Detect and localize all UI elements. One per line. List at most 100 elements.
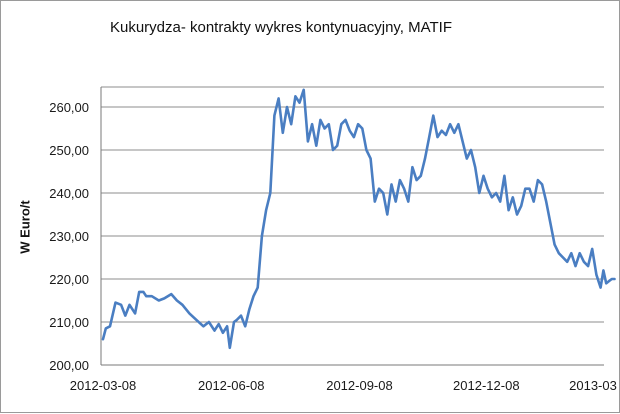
data-point xyxy=(562,256,564,258)
data-point xyxy=(524,188,526,190)
data-point xyxy=(294,95,296,97)
data-point xyxy=(495,192,497,194)
data-point xyxy=(105,327,107,329)
data-point xyxy=(282,132,284,134)
data-point xyxy=(512,196,514,198)
data-point xyxy=(369,157,371,159)
y-tick-label: 260,00 xyxy=(49,100,89,115)
data-point xyxy=(374,200,376,202)
data-point xyxy=(240,314,242,316)
data-point xyxy=(170,293,172,295)
data-point xyxy=(424,157,426,159)
data-point xyxy=(365,149,367,151)
data-point xyxy=(357,123,359,125)
data-point xyxy=(595,274,597,276)
data-point xyxy=(142,291,144,293)
data-point xyxy=(236,319,238,321)
data-point xyxy=(134,312,136,314)
data-point xyxy=(436,136,438,138)
data-point xyxy=(311,123,313,125)
data-point xyxy=(195,319,197,321)
data-point xyxy=(411,166,413,168)
data-point xyxy=(420,175,422,177)
data-point xyxy=(248,308,250,310)
data-point xyxy=(114,301,116,303)
x-tick-label: 2012-12-08 xyxy=(453,378,520,393)
data-point xyxy=(533,200,535,202)
x-tick-label: 2012-06-08 xyxy=(198,378,265,393)
data-point xyxy=(319,119,321,121)
data-point xyxy=(222,332,224,334)
series-line xyxy=(101,88,616,350)
data-point xyxy=(328,123,330,125)
data-point xyxy=(158,299,160,301)
data-point xyxy=(202,325,204,327)
data-point xyxy=(286,106,288,108)
x-tick-label: 2013-03 xyxy=(569,378,617,393)
data-point xyxy=(553,243,555,245)
data-point xyxy=(466,157,468,159)
x-tick-label: 2012-03-08 xyxy=(70,378,137,393)
y-tick-label: 250,00 xyxy=(49,143,89,158)
data-point xyxy=(226,325,228,327)
data-point xyxy=(340,123,342,125)
data-point xyxy=(403,188,405,190)
data-point xyxy=(415,179,417,181)
data-point xyxy=(208,321,210,323)
data-point xyxy=(120,304,122,306)
data-point xyxy=(244,325,246,327)
data-point xyxy=(269,192,271,194)
data-point xyxy=(307,140,309,142)
data-point xyxy=(608,280,610,282)
data-point xyxy=(482,175,484,177)
data-point xyxy=(407,200,409,202)
data-point xyxy=(579,252,581,254)
data-point xyxy=(378,188,380,190)
data-point xyxy=(428,136,430,138)
data-point xyxy=(503,175,505,177)
data-point xyxy=(265,209,267,211)
y-tick-label: 230,00 xyxy=(49,229,89,244)
data-point xyxy=(332,149,334,151)
data-point xyxy=(382,192,384,194)
data-point xyxy=(545,200,547,202)
data-point xyxy=(507,209,509,211)
data-point xyxy=(353,136,355,138)
y-tick-label: 220,00 xyxy=(49,272,89,287)
data-point xyxy=(145,295,147,297)
data-point xyxy=(229,347,231,349)
data-point xyxy=(361,127,363,129)
data-point xyxy=(102,338,104,340)
data-point xyxy=(163,297,165,299)
data-point xyxy=(441,130,443,132)
data-point xyxy=(290,123,292,125)
data-point xyxy=(273,114,275,116)
data-point xyxy=(445,134,447,136)
data-point xyxy=(138,291,140,293)
data-point xyxy=(583,261,585,263)
x-tick-label: 2012-09-08 xyxy=(326,378,393,393)
data-point xyxy=(315,145,317,147)
data-point xyxy=(386,213,388,215)
data-point xyxy=(487,188,489,190)
data-point xyxy=(541,183,543,185)
data-point xyxy=(323,127,325,129)
data-point xyxy=(252,295,254,297)
data-point xyxy=(277,97,279,99)
data-point xyxy=(453,132,455,134)
data-point xyxy=(432,114,434,116)
y-tick-label: 200,00 xyxy=(49,358,89,373)
data-point xyxy=(336,145,338,147)
data-point xyxy=(461,140,463,142)
data-point xyxy=(516,213,518,215)
data-point xyxy=(591,248,593,250)
chart-title: Kukurydza- kontrakty wykres kontynuacyjn… xyxy=(109,19,453,36)
data-point xyxy=(128,304,130,306)
data-point xyxy=(303,89,305,91)
data-point xyxy=(399,179,401,181)
data-point xyxy=(491,196,493,198)
data-point xyxy=(109,325,111,327)
data-point xyxy=(549,222,551,224)
data-point xyxy=(181,304,183,306)
